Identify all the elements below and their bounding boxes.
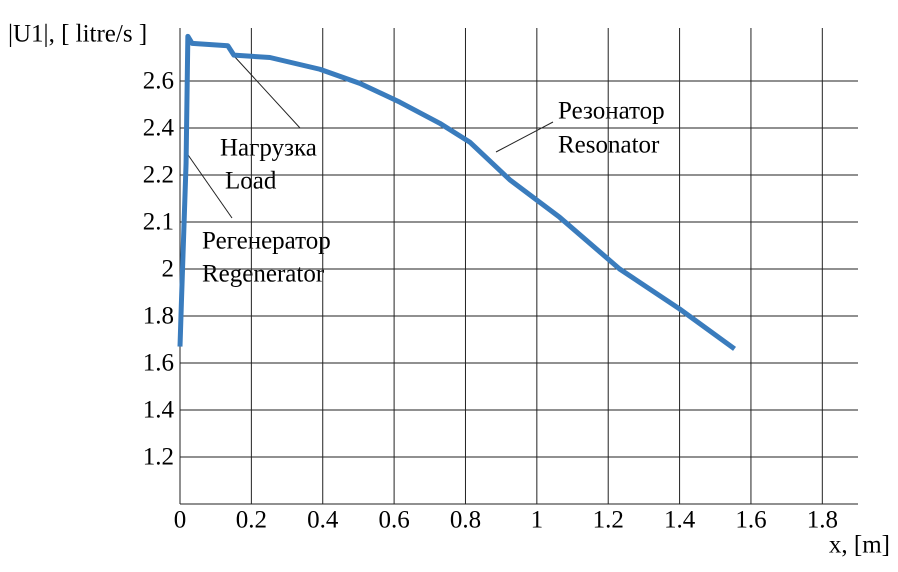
annotation: Резонатор <box>558 98 665 125</box>
y-tick-label: 2.2 <box>143 162 174 189</box>
annotation: Нагрузка <box>220 135 317 162</box>
y-tick-label: 2.4 <box>143 115 175 142</box>
x-axis-label: x, [m] <box>829 532 890 559</box>
x-tick-label: 0.4 <box>307 507 339 534</box>
x-tick-label: 1.8 <box>807 507 838 534</box>
y-tick-label: 2.1 <box>143 209 174 236</box>
y-tick-label: 1.6 <box>143 350 174 377</box>
x-tick-label: 0 <box>174 507 187 534</box>
data-line <box>177 33 737 351</box>
x-tick-label: 1.4 <box>664 507 696 534</box>
x-tick-label: 0.6 <box>378 507 409 534</box>
x-tick-label: 1 <box>531 507 544 534</box>
annotation: Regenerator <box>202 261 325 288</box>
leader-line <box>185 151 233 219</box>
leader-line <box>495 121 554 153</box>
annotation: Регенератор <box>202 228 331 255</box>
x-tick-label: 1.6 <box>735 507 766 534</box>
x-tick-label: 1.2 <box>593 507 624 534</box>
y-tick-label: 1.4 <box>143 397 175 424</box>
annotation: Resonator <box>558 132 660 159</box>
y-tick-label: 1.8 <box>143 303 174 330</box>
y-tick-label: 2 <box>162 256 175 283</box>
x-tick-label: 0.2 <box>236 507 267 534</box>
x-tick-label: 0.8 <box>450 507 481 534</box>
leader-line <box>233 55 301 129</box>
y-tick-label: 1.2 <box>143 444 174 471</box>
y-tick-label: 2.6 <box>143 68 174 95</box>
y-axis-label: |U1|, [ litre/s ] <box>8 21 147 48</box>
